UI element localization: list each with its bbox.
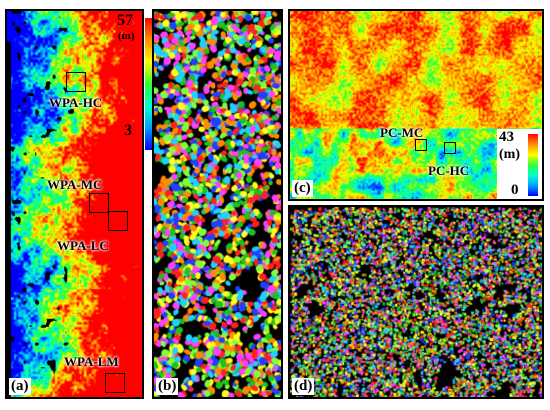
colorbar-left-unit: (m) (118, 30, 135, 42)
site-label-wpa-lm: WPA-LM (64, 354, 119, 369)
site-box-pc-hc (444, 142, 456, 154)
site-box-pc-mc (415, 139, 427, 151)
colorbar-left (140, 14, 160, 154)
site-label-pc-mc: PC-MC (380, 125, 424, 140)
site-label-pc-hc: PC-HC (428, 163, 470, 178)
colorbar-right-unit: (m) (499, 147, 520, 162)
site-box-wpa-lc (108, 211, 128, 231)
colorbar-left-ramp (145, 18, 152, 150)
panel-b-segmentation: (b) (152, 9, 283, 399)
site-label-wpa-lc: WPA-LC (57, 238, 109, 253)
colorbar-right-max: 43 (499, 129, 514, 145)
panel-tag-b: (b) (156, 378, 179, 395)
colorbar-right-ramp (528, 134, 538, 196)
segmentation-raster-d (290, 207, 542, 397)
site-label-wpa-hc: WPA-HC (49, 95, 103, 110)
colorbar-right-min: 0 (511, 182, 519, 198)
chm-raster-a (7, 11, 142, 397)
colorbar-left-min: 3 (124, 122, 132, 139)
colorbar-right-panel: 43 (m) 0 (497, 129, 542, 199)
site-box-wpa-hc (66, 72, 86, 92)
segmentation-raster-b (154, 11, 281, 397)
panel-tag-a: (a) (9, 378, 31, 395)
colorbar-left-max: 57 (117, 12, 133, 29)
panel-a-chm: WPA-HC WPA-MC WPA-LC WPA-LM (a) (5, 9, 144, 399)
site-box-wpa-lm (105, 373, 125, 393)
site-box-wpa-mc (89, 193, 109, 213)
panel-c-chm: PC-MC PC-HC 43 (m) 0 (c) (288, 9, 544, 201)
panel-d-segmentation: (d) (288, 205, 544, 399)
panel-tag-d: (d) (292, 378, 315, 395)
site-label-wpa-mc: WPA-MC (47, 177, 103, 192)
panel-tag-c: (c) (292, 180, 313, 197)
